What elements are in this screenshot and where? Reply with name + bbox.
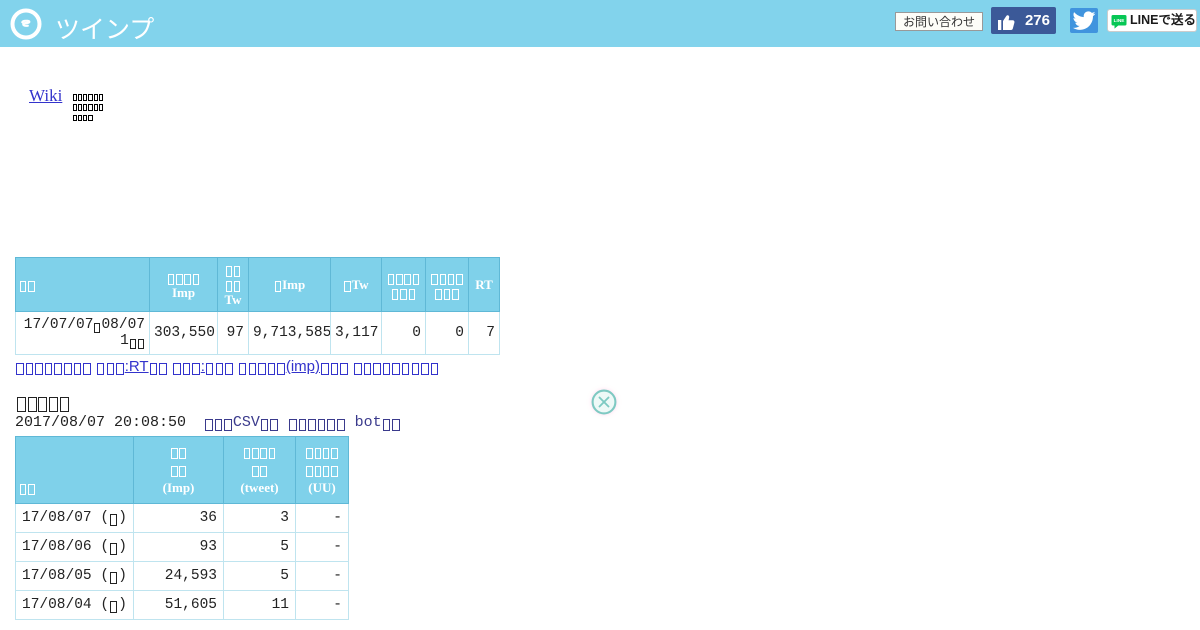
svg-text:LINE: LINE: [1114, 18, 1125, 24]
